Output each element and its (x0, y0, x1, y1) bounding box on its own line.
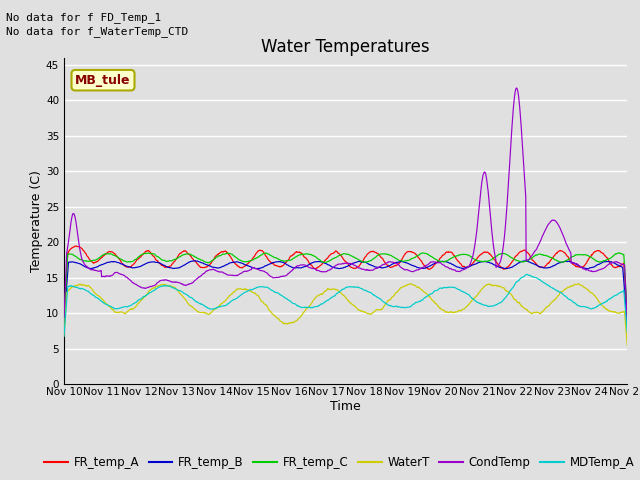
Text: No data for f FD_Temp_1: No data for f FD_Temp_1 (6, 12, 162, 23)
Title: Water Temperatures: Water Temperatures (261, 38, 430, 56)
Text: No data for f_WaterTemp_CTD: No data for f_WaterTemp_CTD (6, 26, 189, 37)
Y-axis label: Temperature (C): Temperature (C) (30, 170, 43, 272)
Text: MB_tule: MB_tule (76, 74, 131, 87)
X-axis label: Time: Time (330, 399, 361, 412)
Legend: FR_temp_A, FR_temp_B, FR_temp_C, WaterT, CondTemp, MDTemp_A: FR_temp_A, FR_temp_B, FR_temp_C, WaterT,… (40, 452, 639, 474)
